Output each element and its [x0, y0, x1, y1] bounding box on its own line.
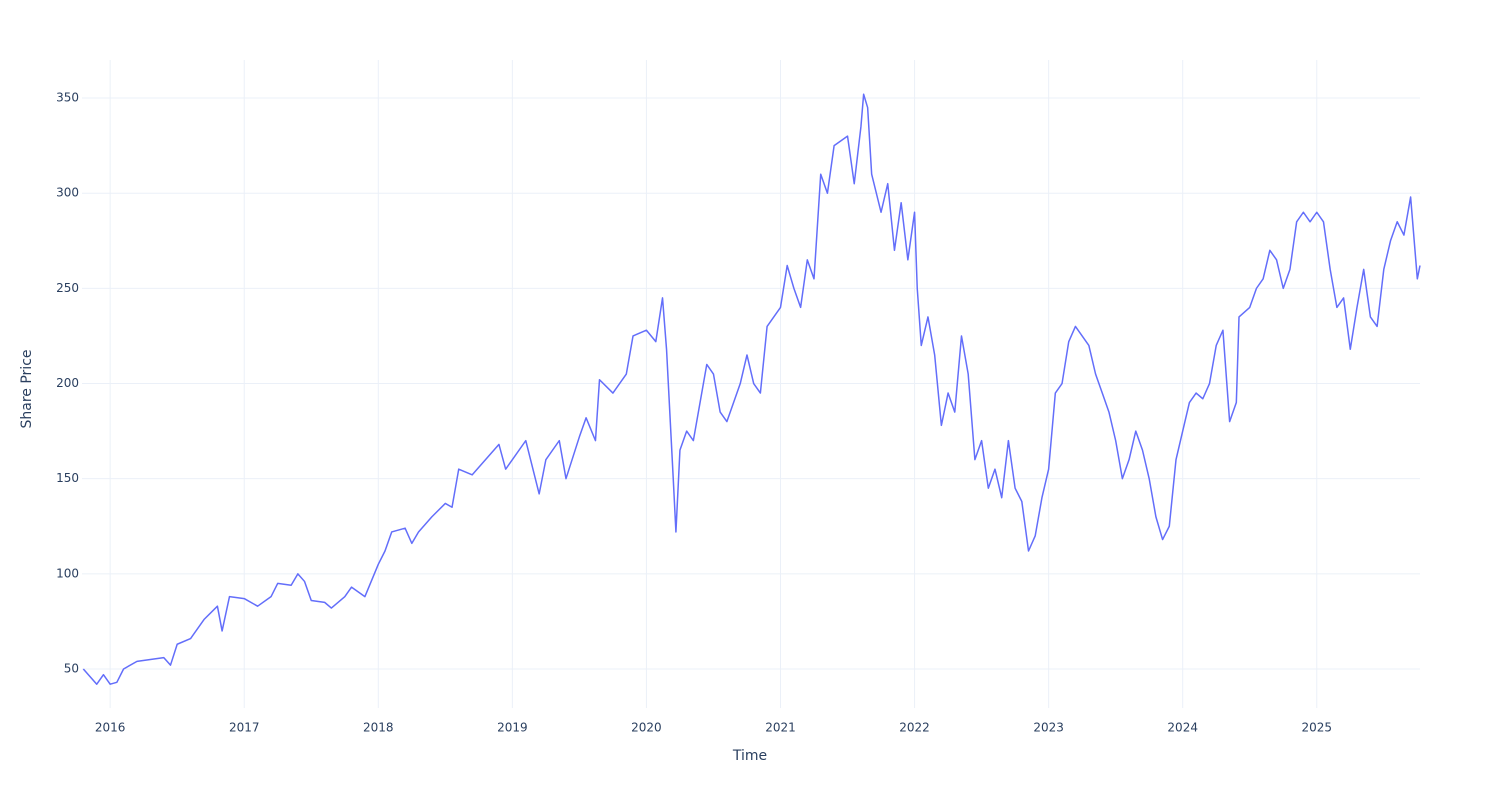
x-tick-label: 2016	[95, 721, 126, 735]
y-tick-label: 300	[56, 186, 79, 200]
x-tick-label: 2025	[1301, 721, 1332, 735]
x-tick-label: 2020	[631, 721, 662, 735]
x-tick-label: 2021	[765, 721, 796, 735]
x-tick-label: 2022	[899, 721, 930, 735]
y-tick-label: 50	[64, 661, 79, 675]
x-tick-label: 2023	[1033, 721, 1064, 735]
y-tick-label: 200	[56, 376, 79, 390]
x-tick-label: 2024	[1167, 721, 1198, 735]
y-tick-label: 100	[56, 566, 79, 580]
price-line	[82, 93, 1421, 685]
x-tick-label: 2018	[363, 721, 394, 735]
x-tick-label: 2019	[497, 721, 528, 735]
y-axis-title: Share Price	[19, 349, 35, 428]
x-tick-label: 2017	[229, 721, 260, 735]
y-tick-label: 350	[56, 91, 79, 105]
y-tick-label: 250	[56, 281, 79, 295]
x-axis-title: Time	[732, 748, 767, 764]
y-tick-label: 150	[56, 471, 79, 485]
